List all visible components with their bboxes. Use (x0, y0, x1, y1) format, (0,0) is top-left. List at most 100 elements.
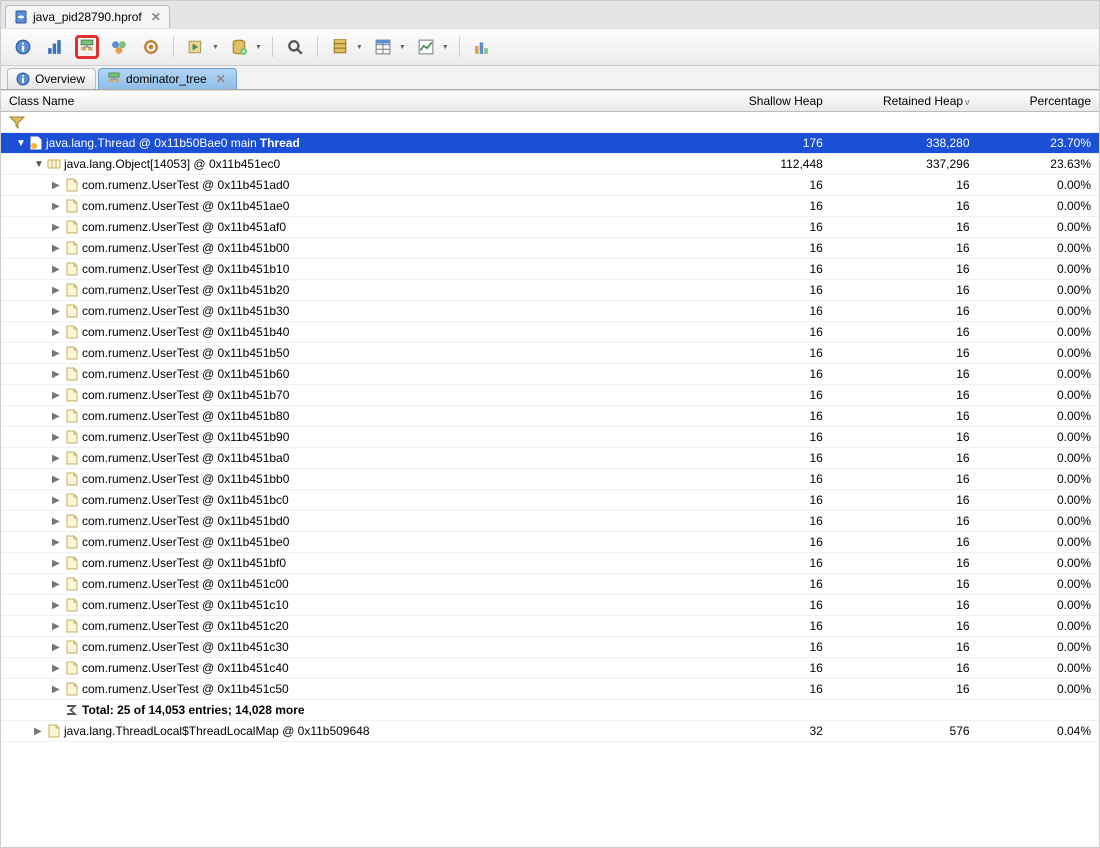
file-tab[interactable]: java_pid28790.hprof ✕ (5, 5, 170, 28)
tree-arrow-closed-icon[interactable]: ▶ (52, 600, 62, 611)
table-row[interactable]: ▶com.rumenz.UserTest @ 0x11b451b2016160.… (1, 280, 1099, 301)
dominator-tree-icon[interactable] (75, 35, 99, 59)
tree-arrow-closed-icon[interactable]: ▶ (52, 264, 62, 275)
table-row[interactable]: ▶com.rumenz.UserTest @ 0x11b451b8016160.… (1, 406, 1099, 427)
tree-arrow-closed-icon[interactable]: ▶ (52, 180, 62, 191)
col-class-name[interactable]: Class Name (1, 91, 699, 112)
table-row[interactable]: ▶com.rumenz.UserTest @ 0x11b451ae016160.… (1, 196, 1099, 217)
table-row[interactable]: ▶com.rumenz.UserTest @ 0x11b451bb016160.… (1, 469, 1099, 490)
document-icon (65, 640, 79, 654)
table-row[interactable]: ▶com.rumenz.UserTest @ 0x11b451c3016160.… (1, 637, 1099, 658)
document-icon (65, 619, 79, 633)
numeric-filter[interactable] (978, 112, 1099, 133)
tree-arrow-closed-icon[interactable]: ▶ (52, 201, 62, 212)
tree-arrow-closed-icon[interactable]: ▶ (52, 558, 62, 569)
tree-arrow-closed-icon[interactable]: ▶ (52, 474, 62, 485)
gear-icon[interactable] (139, 35, 163, 59)
table-row[interactable]: ▼java.lang.Thread @ 0x11b50Bae0 main Thr… (1, 133, 1099, 154)
stack-icon[interactable] (328, 35, 352, 59)
table-row[interactable]: ▶com.rumenz.UserTest @ 0x11b451bd016160.… (1, 511, 1099, 532)
grid-icon[interactable] (371, 35, 395, 59)
table-area[interactable]: Class Name Shallow Heap Retained Heapv P… (1, 90, 1099, 847)
table-row[interactable]: ▶com.rumenz.UserTest @ 0x11b451b3016160.… (1, 301, 1099, 322)
table-row[interactable]: ▼java.lang.Object[14053] @ 0x11b451ec011… (1, 154, 1099, 175)
table-row[interactable]: ▶com.rumenz.UserTest @ 0x11b451b7016160.… (1, 385, 1099, 406)
tree-arrow-closed-icon[interactable]: ▶ (52, 579, 62, 590)
table-row[interactable]: ▶com.rumenz.UserTest @ 0x11b451ad016160.… (1, 175, 1099, 196)
table-row[interactable]: ▶com.rumenz.UserTest @ 0x11b451bc016160.… (1, 490, 1099, 511)
tree-arrow-closed-icon[interactable]: ▶ (52, 684, 62, 695)
col-shallow-heap[interactable]: Shallow Heap (699, 91, 831, 112)
histogram-icon[interactable] (43, 35, 67, 59)
retained-heap-value: 16 (831, 406, 978, 427)
table-row[interactable]: ▶com.rumenz.UserTest @ 0x11b451c1016160.… (1, 595, 1099, 616)
table-row[interactable]: ▶com.rumenz.UserTest @ 0x11b451b9016160.… (1, 427, 1099, 448)
table-row[interactable]: ▶com.rumenz.UserTest @ 0x11b451c5016160.… (1, 679, 1099, 700)
bars2-icon[interactable] (470, 35, 494, 59)
col-retained-heap[interactable]: Retained Heapv (831, 91, 978, 112)
document-icon (65, 346, 79, 360)
tree-arrow-closed-icon[interactable]: ▶ (34, 726, 44, 737)
tree-arrow-closed-icon[interactable]: ▶ (52, 243, 62, 254)
tree-arrow-open-icon[interactable]: ▼ (16, 138, 26, 149)
tree-arrow-open-icon[interactable]: ▼ (34, 159, 44, 170)
table-row[interactable]: ▶com.rumenz.UserTest @ 0x11b451b1016160.… (1, 259, 1099, 280)
db-icon[interactable] (227, 35, 251, 59)
tree-arrow-closed-icon[interactable]: ▶ (52, 348, 62, 359)
retained-heap-value: 16 (831, 574, 978, 595)
dropdown-arrow-icon[interactable]: ▼ (442, 44, 449, 51)
tree-arrow-closed-icon[interactable]: ▶ (52, 411, 62, 422)
percentage-value: 0.00% (978, 301, 1099, 322)
tree-arrow-closed-icon[interactable]: ▶ (52, 516, 62, 527)
tree-arrow-closed-icon[interactable]: ▶ (52, 306, 62, 317)
tree-arrow-closed-icon[interactable]: ▶ (52, 285, 62, 296)
dropdown-arrow-icon[interactable]: ▼ (255, 44, 262, 51)
objects-icon[interactable] (107, 35, 131, 59)
shallow-heap-value: 16 (699, 469, 831, 490)
play-icon[interactable] (184, 35, 208, 59)
table-row[interactable]: Total: 25 of 14,053 entries; 14,028 more (1, 700, 1099, 721)
table-row[interactable]: ▶com.rumenz.UserTest @ 0x11b451c4016160.… (1, 658, 1099, 679)
tree-arrow-closed-icon[interactable]: ▶ (52, 222, 62, 233)
chart-icon[interactable] (414, 35, 438, 59)
tree-arrow-closed-icon[interactable]: ▶ (52, 663, 62, 674)
numeric-filter[interactable] (831, 112, 978, 133)
tree-arrow-closed-icon[interactable]: ▶ (52, 495, 62, 506)
filter-row[interactable] (1, 112, 1099, 133)
table-row[interactable]: ▶com.rumenz.UserTest @ 0x11b451b5016160.… (1, 343, 1099, 364)
close-icon[interactable]: ✕ (216, 72, 226, 86)
col-percentage[interactable]: Percentage (978, 91, 1099, 112)
percentage-value: 0.00% (978, 175, 1099, 196)
tree-arrow-closed-icon[interactable]: ▶ (52, 369, 62, 380)
close-icon[interactable]: ✕ (151, 10, 161, 24)
tree-arrow-closed-icon[interactable]: ▶ (52, 621, 62, 632)
search-icon[interactable] (283, 35, 307, 59)
dropdown-arrow-icon[interactable]: ▼ (356, 44, 363, 51)
document-icon (47, 724, 61, 738)
retained-heap-value: 16 (831, 658, 978, 679)
table-row[interactable]: ▶com.rumenz.UserTest @ 0x11b451b4016160.… (1, 322, 1099, 343)
tab-dominator-tree[interactable]: dominator_tree✕ (98, 68, 237, 89)
numeric-filter[interactable] (699, 112, 831, 133)
table-row[interactable]: ▶com.rumenz.UserTest @ 0x11b451ba016160.… (1, 448, 1099, 469)
tree-arrow-closed-icon[interactable]: ▶ (52, 642, 62, 653)
tree-arrow-closed-icon[interactable]: ▶ (52, 327, 62, 338)
tree-arrow-closed-icon[interactable]: ▶ (52, 390, 62, 401)
shallow-heap-value: 16 (699, 322, 831, 343)
table-row[interactable]: ▶com.rumenz.UserTest @ 0x11b451c0016160.… (1, 574, 1099, 595)
table-row[interactable]: ▶com.rumenz.UserTest @ 0x11b451bf016160.… (1, 553, 1099, 574)
table-row[interactable]: ▶java.lang.ThreadLocal$ThreadLocalMap @ … (1, 721, 1099, 742)
table-row[interactable]: ▶com.rumenz.UserTest @ 0x11b451c2016160.… (1, 616, 1099, 637)
dropdown-arrow-icon[interactable]: ▼ (212, 44, 219, 51)
tree-arrow-closed-icon[interactable]: ▶ (52, 432, 62, 443)
table-row[interactable]: ▶com.rumenz.UserTest @ 0x11b451b6016160.… (1, 364, 1099, 385)
table-row[interactable]: ▶com.rumenz.UserTest @ 0x11b451b0016160.… (1, 238, 1099, 259)
tree-arrow-closed-icon[interactable]: ▶ (52, 453, 62, 464)
tab-overview[interactable]: Overview (7, 68, 96, 89)
row-label: com.rumenz.UserTest @ 0x11b451bd0 (82, 514, 289, 528)
table-row[interactable]: ▶com.rumenz.UserTest @ 0x11b451af016160.… (1, 217, 1099, 238)
info-icon[interactable] (11, 35, 35, 59)
tree-arrow-closed-icon[interactable]: ▶ (52, 537, 62, 548)
dropdown-arrow-icon[interactable]: ▼ (399, 44, 406, 51)
table-row[interactable]: ▶com.rumenz.UserTest @ 0x11b451be016160.… (1, 532, 1099, 553)
